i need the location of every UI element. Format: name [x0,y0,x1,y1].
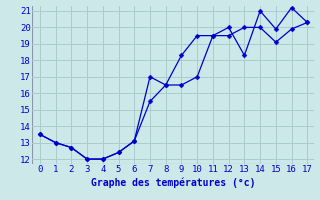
X-axis label: Graphe des températures (°c): Graphe des températures (°c) [91,177,255,188]
